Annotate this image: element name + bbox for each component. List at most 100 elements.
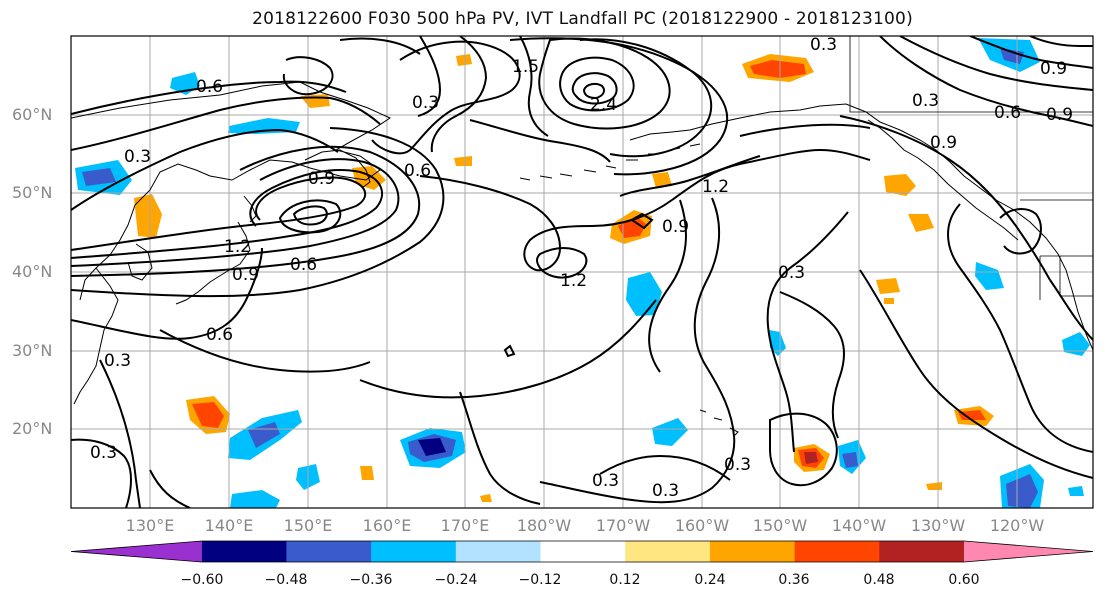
pv-contour xyxy=(278,199,342,234)
contour-label: 0.3 xyxy=(104,351,131,371)
lon-label: 140°E xyxy=(204,516,254,535)
pv-contour xyxy=(648,199,687,373)
asia-coastline xyxy=(71,81,392,301)
contour-label: 0.3 xyxy=(90,443,117,463)
pv-contour xyxy=(419,148,871,272)
contour-labels: 0.6 0.3 0.3 0.9 0.6 1.5 0.9 2.4 0.3 0.6 … xyxy=(90,35,1073,501)
colorbar-segment xyxy=(794,541,880,562)
pv-contour xyxy=(579,38,713,158)
pv-contour xyxy=(582,82,605,100)
pv-contour xyxy=(947,203,1093,453)
pv-contour xyxy=(766,211,849,453)
ivt-negative-patch xyxy=(82,168,116,186)
pv-contour xyxy=(371,40,521,155)
pv-contour xyxy=(430,36,488,153)
ivt-positive-patch xyxy=(360,466,374,480)
contour-label: 0.6 xyxy=(196,77,223,97)
pv-contour xyxy=(99,359,141,508)
lon-label: 140°W xyxy=(831,516,887,535)
lon-label: 150°W xyxy=(752,516,808,535)
colorbar-tick-label: −0.24 xyxy=(434,572,478,588)
colorbar-tick-label: 0.12 xyxy=(609,572,641,588)
pv-contour xyxy=(739,123,871,137)
ivt-positive-patch xyxy=(926,482,942,490)
contour-label: 0.3 xyxy=(652,481,679,501)
ivt-shading xyxy=(75,38,1090,508)
contour-label: 1.5 xyxy=(512,57,539,77)
lon-label: 170°E xyxy=(440,516,490,535)
pv-contour xyxy=(538,37,671,130)
contour-label: 1.2 xyxy=(560,271,587,291)
lon-label: 160°E xyxy=(362,516,412,535)
contour-label: 0.6 xyxy=(994,103,1021,123)
colorbar-outline xyxy=(70,540,1094,563)
pv-contour xyxy=(71,247,263,340)
ivt-positive-patch xyxy=(134,194,162,238)
pv-contour xyxy=(779,291,845,439)
lon-label: 150°E xyxy=(283,516,333,535)
pv-contour xyxy=(459,391,541,505)
lat-label: 30°N xyxy=(12,341,53,360)
colorbar-tick-label: 0.60 xyxy=(948,572,980,588)
contour-label: 0.3 xyxy=(724,455,751,475)
lat-label: 40°N xyxy=(12,262,53,281)
pv-contour xyxy=(71,145,421,277)
pv-contour xyxy=(769,412,838,487)
pv-contour xyxy=(839,115,1051,281)
lon-label: 120°W xyxy=(989,516,1045,535)
contour-label: 0.3 xyxy=(124,147,151,167)
pv-contour xyxy=(71,158,400,267)
contour-label: 0.9 xyxy=(1046,105,1073,125)
ivt-positive-patch xyxy=(192,402,224,428)
colorbar-segment xyxy=(709,541,796,562)
ivt-negative-patch xyxy=(230,490,280,508)
lat-label: 20°N xyxy=(12,419,53,438)
colorbar-tick-label: 0.36 xyxy=(778,572,810,588)
pv-contour xyxy=(536,247,588,279)
contour-label: 0.9 xyxy=(1040,59,1067,79)
pv-contour xyxy=(282,56,334,96)
ivt-negative-patch xyxy=(652,418,688,446)
ivt-positive-patch xyxy=(454,156,472,166)
pv-contour xyxy=(999,208,1042,255)
lon-label: 170°W xyxy=(595,516,651,535)
contour-label: 0.9 xyxy=(308,169,335,189)
lon-label: 130°E xyxy=(125,516,175,535)
colorbar-segment xyxy=(455,541,541,562)
pv-contour xyxy=(899,36,1093,91)
contour-label: 0.3 xyxy=(412,93,439,113)
pv-contour xyxy=(571,72,618,105)
pv-contour xyxy=(159,329,371,373)
lon-label: 160°W xyxy=(674,516,730,535)
pv-contour xyxy=(71,127,445,298)
ivt-positive-patch xyxy=(456,54,472,66)
colorbar-segment xyxy=(540,541,626,562)
pv-contour xyxy=(469,119,611,163)
canada-us-border xyxy=(849,36,1093,113)
ivt-negative-patch xyxy=(418,438,446,456)
colorbar-tick-label: −0.12 xyxy=(518,572,562,588)
alaska-coastline xyxy=(629,103,1093,351)
colorbar-tick-label: 0.24 xyxy=(694,572,726,588)
colorbar-tick-label: −0.60 xyxy=(180,572,224,588)
ivt-positive-patch xyxy=(884,174,916,196)
lat-label: 50°N xyxy=(12,183,53,202)
colorbar-segment xyxy=(286,541,372,562)
japan-coastline xyxy=(175,221,251,305)
pv-contour xyxy=(879,36,1093,127)
ivt-negative-patch xyxy=(842,452,858,468)
ivt-positive-patch xyxy=(958,410,986,420)
pv-contour xyxy=(359,299,657,399)
pv-contour xyxy=(619,155,761,197)
pv-contour xyxy=(630,212,654,230)
ivt-negative-patch xyxy=(1006,474,1038,508)
contour-label: 0.9 xyxy=(232,265,259,285)
kamchatka-coastline xyxy=(304,149,371,189)
pv-contour xyxy=(71,176,366,251)
ivt-positive-patch xyxy=(618,216,646,238)
ivt-positive-patch xyxy=(876,278,900,294)
pv-contour xyxy=(292,205,328,226)
ivt-positive-patch xyxy=(908,214,934,232)
colorbar-segment xyxy=(625,541,711,562)
bc-coastline xyxy=(867,119,1019,241)
